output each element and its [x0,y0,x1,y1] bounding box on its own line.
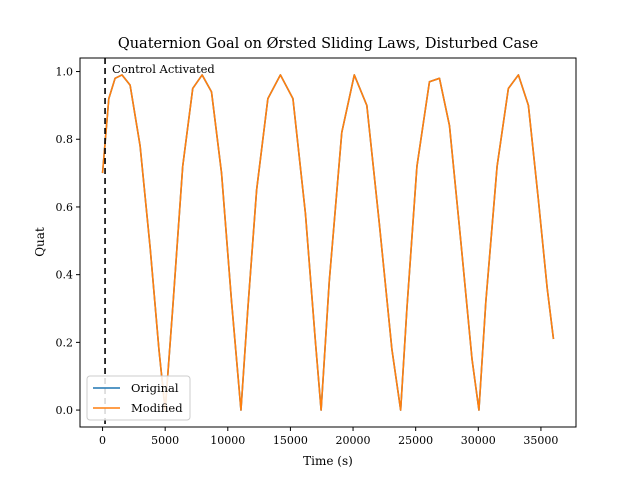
x-axis: 0 5000 10000 15000 20000 25000 30000 35000 [99,427,558,447]
control-activated-label: Control Activated [112,62,215,76]
x-axis-label: Time (s) [303,454,353,468]
series-line-original [101,74,555,411]
y-tick-label: 0.0 [56,404,74,417]
x-tick-label: 30000 [461,434,496,447]
y-axis-label: Quat [33,227,47,257]
legend: Original Modified [86,375,191,421]
y-tick-label: 0.4 [56,269,74,282]
plot-area [101,74,555,411]
x-tick-label: 0 [99,434,106,447]
series-line-modified [101,74,555,411]
annotation: Control Activated [104,58,215,427]
x-tick-label: 25000 [398,434,433,447]
legend-frame [86,375,191,421]
y-tick-label: 1.0 [56,66,74,79]
legend-label-modified: Modified [131,401,183,415]
chart-title: Quaternion Goal on Ørsted Sliding Laws, … [118,36,538,52]
y-tick-label: 0.6 [56,201,74,214]
x-tick-label: 20000 [336,434,371,447]
y-axis: 0.0 0.2 0.4 0.6 0.8 1.0 [56,66,80,417]
x-tick-label: 35000 [523,434,558,447]
y-tick-label: 0.2 [56,336,74,349]
x-tick-label: 10000 [210,434,245,447]
y-tick-label: 0.8 [56,133,74,146]
axes-frame [79,57,577,428]
x-tick-label: 5000 [151,434,179,447]
x-tick-label: 15000 [273,434,308,447]
legend-label-original: Original [131,381,179,395]
